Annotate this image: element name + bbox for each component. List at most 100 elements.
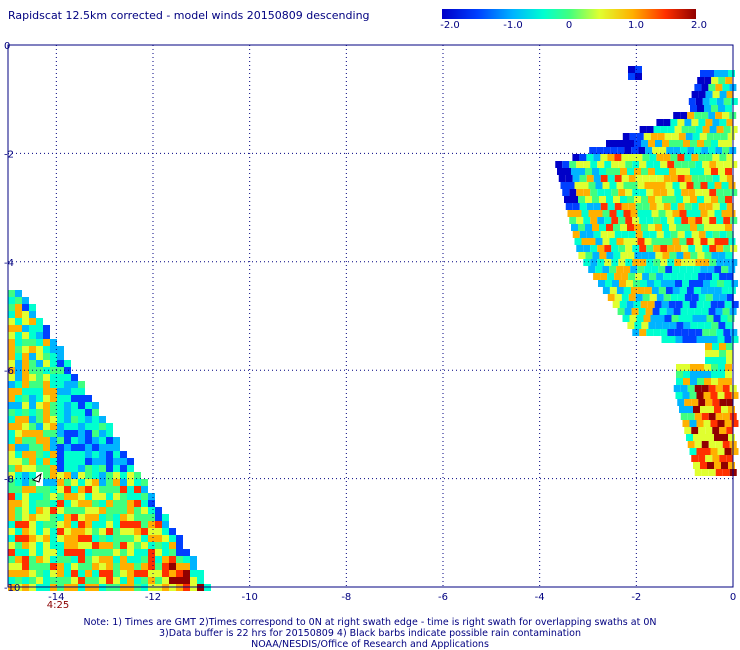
wind-cell bbox=[704, 364, 711, 371]
wind-cell bbox=[127, 472, 134, 479]
wind-cell bbox=[57, 402, 64, 409]
wind-cell bbox=[668, 336, 676, 343]
wind-cell bbox=[722, 441, 730, 448]
wind-cell bbox=[148, 514, 155, 521]
wind-cell bbox=[36, 556, 43, 563]
wind-cell bbox=[666, 308, 674, 315]
wind-cell bbox=[57, 514, 64, 521]
wind-cell bbox=[630, 287, 638, 294]
wind-cell bbox=[120, 500, 127, 507]
wind-cell bbox=[8, 423, 15, 430]
wind-cell bbox=[697, 168, 704, 175]
wind-cell bbox=[663, 294, 671, 301]
wind-cell bbox=[22, 535, 29, 542]
wind-cell bbox=[113, 563, 120, 570]
wind-cell bbox=[113, 535, 120, 542]
wind-cell bbox=[599, 224, 606, 231]
wind-cell bbox=[113, 486, 120, 493]
wind-cell bbox=[663, 203, 671, 210]
wind-cell bbox=[57, 451, 64, 458]
wind-cell bbox=[71, 458, 78, 465]
wind-cell bbox=[141, 528, 148, 535]
wind-cell bbox=[141, 535, 148, 542]
wind-cell bbox=[684, 427, 692, 434]
wind-cell bbox=[50, 556, 57, 563]
wind-cell bbox=[673, 147, 681, 154]
wind-cell bbox=[579, 231, 587, 238]
wind-cell bbox=[698, 175, 706, 182]
wind-cell bbox=[726, 273, 734, 280]
wind-cell bbox=[647, 280, 654, 287]
wind-cell bbox=[627, 196, 634, 203]
wind-cell bbox=[621, 294, 629, 301]
wind-cell bbox=[670, 231, 678, 238]
wind-cell bbox=[22, 325, 29, 332]
wind-cell bbox=[674, 217, 682, 224]
wind-cell bbox=[29, 570, 36, 577]
wind-cell bbox=[92, 556, 99, 563]
wind-cell bbox=[8, 290, 15, 297]
axis-ticks: -14 -12 -10 -8 -6 -4 -2 0 0 -2 -4 -6 -8 -10 bbox=[4, 41, 736, 603]
wind-cell bbox=[57, 577, 64, 584]
wind-cell bbox=[679, 266, 687, 273]
wind-cell bbox=[683, 140, 690, 147]
wind-cell bbox=[670, 175, 678, 182]
wind-cell bbox=[197, 577, 204, 584]
wind-cell bbox=[611, 259, 619, 266]
wind-cell bbox=[663, 273, 671, 280]
wind-cell bbox=[29, 325, 36, 332]
wind-cell bbox=[723, 329, 731, 336]
wind-cell bbox=[677, 273, 685, 280]
wind-cell bbox=[670, 119, 678, 126]
wind-cell bbox=[653, 259, 661, 266]
wind-cell bbox=[717, 301, 725, 308]
wind-cell bbox=[71, 388, 78, 395]
wind-cell bbox=[71, 479, 78, 486]
wind-cell bbox=[722, 413, 730, 420]
wind-cell bbox=[15, 493, 22, 500]
wind-cell bbox=[716, 245, 724, 252]
wind-cell bbox=[698, 119, 706, 126]
wind-cell bbox=[639, 189, 647, 196]
wind-cell bbox=[626, 301, 634, 308]
wind-cell bbox=[600, 273, 608, 280]
wind-cell bbox=[695, 245, 703, 252]
wind-cell bbox=[64, 360, 71, 367]
wind-cell bbox=[43, 507, 50, 514]
wind-cell bbox=[716, 329, 724, 336]
wind-cell bbox=[85, 395, 92, 402]
wind-cell bbox=[659, 308, 667, 315]
wind-cell bbox=[648, 322, 656, 329]
wind-cell bbox=[22, 514, 29, 521]
y-tick-label: 0 bbox=[4, 41, 10, 52]
wind-cell bbox=[728, 434, 735, 441]
wind-cell bbox=[656, 273, 664, 280]
wind-cell bbox=[92, 472, 99, 479]
wind-cell bbox=[22, 311, 29, 318]
wind-cell bbox=[616, 287, 624, 294]
wind-cell bbox=[696, 301, 704, 308]
wind-cell bbox=[620, 196, 627, 203]
wind-cell bbox=[43, 437, 50, 444]
wind-cell bbox=[134, 507, 141, 514]
wind-cell bbox=[690, 105, 697, 112]
wind-cell bbox=[634, 322, 642, 329]
y-tick-label: -4 bbox=[4, 258, 14, 269]
wind-cell bbox=[646, 189, 654, 196]
wind-cell bbox=[686, 238, 694, 245]
wind-cell bbox=[57, 444, 64, 451]
wind-cell bbox=[78, 570, 85, 577]
wind-cell bbox=[92, 451, 99, 458]
wind-cell bbox=[8, 472, 15, 479]
wind-cell bbox=[29, 304, 36, 311]
wind-cell bbox=[682, 301, 690, 308]
wind-cell bbox=[106, 430, 113, 437]
wind-cell bbox=[672, 238, 680, 245]
wind-cell bbox=[632, 259, 640, 266]
wind-cell bbox=[718, 168, 725, 175]
wind-cell bbox=[686, 434, 693, 441]
wind-cell bbox=[29, 514, 36, 521]
wind-cell bbox=[698, 427, 706, 434]
wind-cell bbox=[637, 266, 645, 273]
wind-cell bbox=[50, 374, 57, 381]
